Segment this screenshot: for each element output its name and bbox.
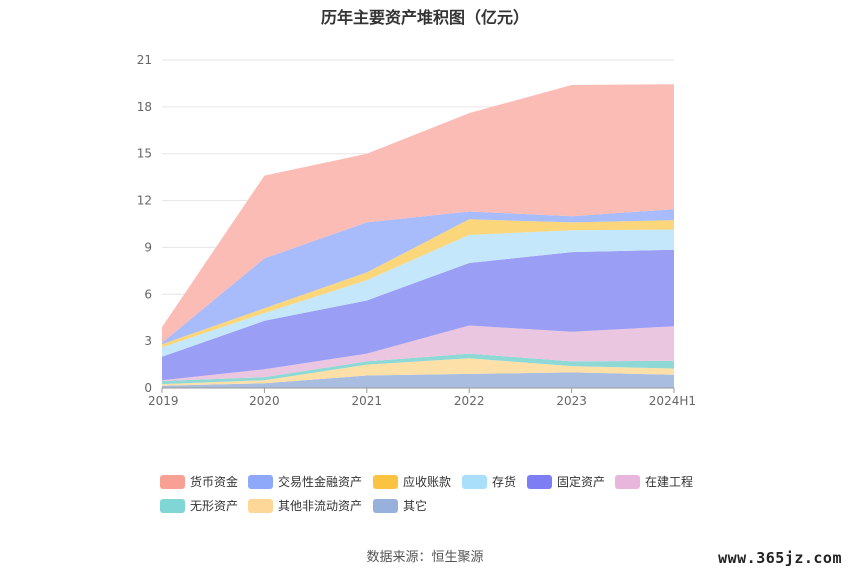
legend-swatch — [373, 475, 398, 489]
legend-swatch — [373, 499, 398, 513]
legend-item[interactable]: 货币资金 — [160, 474, 238, 489]
x-tick-label: 2020 — [249, 394, 280, 408]
legend-swatch — [248, 499, 273, 513]
area-series-1 — [162, 358, 674, 386]
y-tick-label: 12 — [137, 194, 152, 208]
y-tick-label: 6 — [144, 287, 152, 301]
legend-swatch — [527, 475, 552, 489]
legend-item[interactable]: 其他非流动资产 — [248, 499, 362, 513]
legend-swatch — [248, 475, 273, 489]
y-tick-label: 9 — [144, 240, 152, 254]
legend-item[interactable]: 存货 — [462, 474, 516, 489]
y-tick-label: 0 — [144, 381, 152, 395]
x-tick-label: 2021 — [352, 394, 383, 408]
legend-item[interactable]: 固定资产 — [527, 474, 605, 489]
legend-item[interactable]: 在建工程 — [615, 474, 693, 489]
area-series-2 — [162, 353, 674, 385]
watermark: www.365jz.com — [718, 549, 842, 567]
area-series-7 — [162, 209, 674, 345]
legend-item[interactable]: 交易性金融资产 — [248, 474, 362, 489]
legend-swatch — [160, 475, 185, 489]
legend-item[interactable]: 应收账款 — [373, 474, 451, 489]
legend-label: 应收账款 — [403, 474, 451, 489]
legend-item[interactable]: 其它 — [373, 498, 427, 513]
data-source: 数据来源：恒生聚源 — [366, 550, 484, 565]
legend-label: 其它 — [403, 498, 427, 513]
legend-label: 其他非流动资产 — [278, 499, 362, 513]
legend-label: 无形资产 — [190, 499, 238, 513]
legend-label: 在建工程 — [645, 474, 693, 489]
chart-title: 历年主要资产堆积图（亿元） — [320, 8, 529, 27]
legend-label: 货币资金 — [190, 474, 238, 489]
legend-label: 固定资产 — [557, 474, 605, 489]
legend-label: 存货 — [492, 474, 516, 489]
area-series-5 — [162, 229, 674, 357]
area-series-3 — [162, 325, 674, 381]
area-series-0 — [162, 372, 674, 388]
legend-swatch — [615, 475, 640, 489]
legend-item[interactable]: 无形资产 — [160, 499, 238, 513]
y-tick-label: 18 — [137, 100, 152, 114]
x-tick-label: 2022 — [454, 394, 485, 408]
y-tick-label: 3 — [144, 334, 152, 348]
legend-swatch — [160, 499, 185, 513]
legend-swatch — [462, 475, 487, 489]
x-tick-label: 2023 — [556, 394, 587, 408]
area-series — [162, 84, 674, 388]
y-tick-label: 15 — [137, 147, 152, 161]
area-series-8 — [162, 84, 674, 343]
y-tick-label: 21 — [137, 53, 152, 67]
area-series-4 — [162, 249, 674, 381]
x-tick-label: 2019 — [148, 394, 179, 408]
x-tick-label: 2024H1 — [649, 394, 696, 408]
legend-label: 交易性金融资产 — [278, 474, 362, 489]
axes: 0 3 6 9 12 15 18 21 2019 2020 2021 2022 2023 2024H1 — [137, 53, 696, 408]
